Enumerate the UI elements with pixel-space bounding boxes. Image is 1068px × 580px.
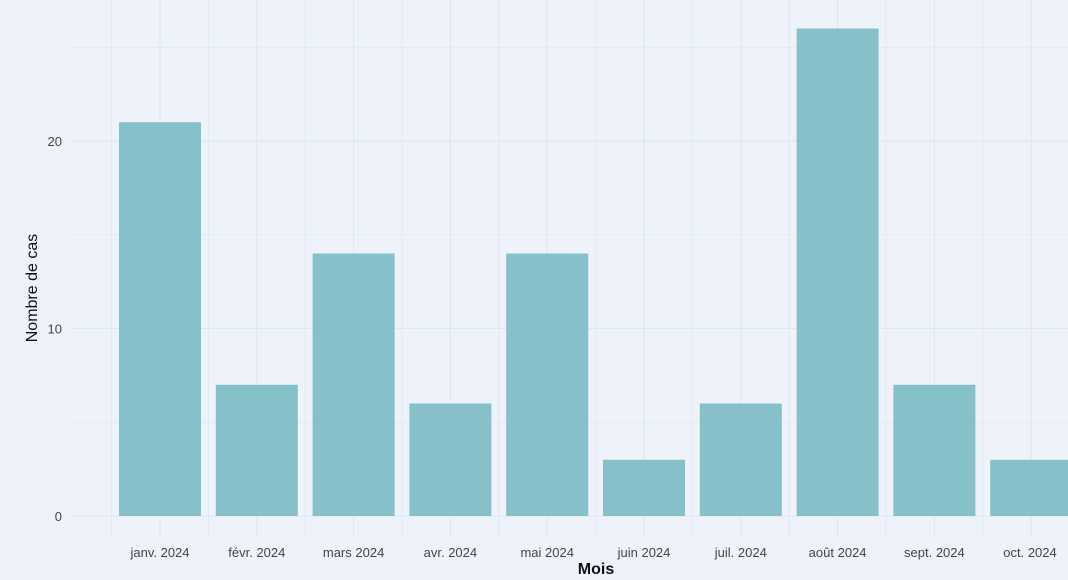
x-tick-label: mars 2024 <box>323 545 384 560</box>
x-tick-label: juin 2024 <box>617 545 671 560</box>
x-tick-labels: janv. 2024 févr. 2024 mars 2024 avr. 2024 ma… <box>129 545 1056 560</box>
y-tick-labels: 0 10 20 <box>48 134 62 524</box>
x-tick-label: août 2024 <box>809 545 867 560</box>
x-tick-label: févr. 2024 <box>228 545 285 560</box>
y-tick-label: 0 <box>55 509 62 524</box>
bar-2 <box>215 384 298 516</box>
x-axis-title: Mois <box>578 561 615 578</box>
x-tick-label: janv. 2024 <box>129 545 189 560</box>
bars <box>119 28 1068 516</box>
y-tick-label: 20 <box>48 134 62 149</box>
bar-4 <box>409 403 492 516</box>
x-tick-label: juil. 2024 <box>714 545 767 560</box>
bar-7 <box>699 403 782 516</box>
bar-5 <box>506 253 589 516</box>
bar-10 <box>990 459 1068 516</box>
bar-9 <box>893 384 976 516</box>
bar-3 <box>312 253 395 516</box>
bar-8 <box>796 28 879 516</box>
x-tick-label: mai 2024 <box>520 545 573 560</box>
x-tick-label: sept. 2024 <box>904 545 965 560</box>
y-axis-title: Nombre de cas <box>24 234 41 343</box>
x-tick-label: oct. 2024 <box>1003 545 1057 560</box>
x-tick-label: avr. 2024 <box>424 545 478 560</box>
bar-6 <box>603 459 685 516</box>
bar-1 <box>119 122 201 516</box>
y-tick-label: 10 <box>48 322 62 337</box>
